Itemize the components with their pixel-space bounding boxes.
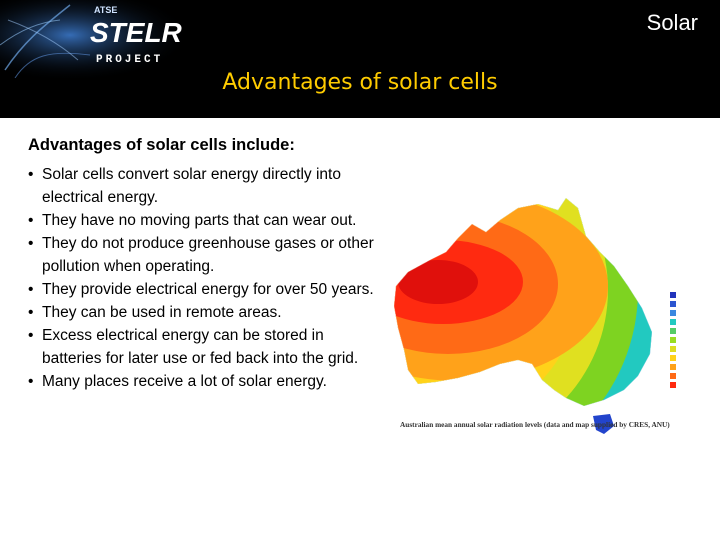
bullet-marker: •: [28, 304, 34, 321]
page-title: Advantages of solar cells: [222, 70, 498, 95]
list-item-text: They have no moving parts that can wear …: [42, 212, 357, 229]
list-item: • They have no moving parts that can wear…: [26, 209, 386, 232]
slide-header: ATSE STELR PROJECT Solar Advantages of s…: [0, 0, 720, 118]
legend-swatch: [670, 346, 676, 352]
logo-main-text: STELR: [90, 17, 183, 48]
list-item: • They do not produce greenhouse gases or…: [26, 232, 386, 278]
list-item: • Excess electrical energy can be stored …: [26, 324, 386, 370]
bullet-marker: •: [28, 212, 34, 229]
bullet-marker: •: [28, 373, 34, 390]
logo-small-text: ATSE: [94, 5, 117, 15]
legend-swatch: [670, 310, 676, 316]
tasmania: [593, 414, 614, 434]
topic-label: Solar: [646, 10, 698, 35]
list-item-text: They can be used in remote areas.: [42, 304, 282, 321]
list-item: • Solar cells convert solar energy direct…: [26, 163, 386, 209]
stelr-logo: ATSE STELR PROJECT: [0, 0, 200, 78]
map-legend: [670, 292, 676, 388]
list-item-text: Many places receive a lot of solar energ…: [42, 373, 327, 390]
legend-swatch: [670, 373, 676, 379]
bullet-marker: •: [28, 235, 34, 252]
bullet-marker: •: [28, 166, 34, 183]
legend-swatch: [670, 301, 676, 307]
list-item-text: Solar cells convert solar energy directl…: [42, 166, 341, 206]
map-zone: [398, 260, 478, 304]
list-item-text: Excess electrical energy can be stored i…: [42, 327, 359, 367]
map-outline: [393, 197, 653, 407]
legend-swatch: [670, 355, 676, 361]
list-item: • They can be used in remote areas.: [26, 301, 386, 324]
legend-swatch: [670, 292, 676, 298]
australia-solar-map: [393, 197, 653, 434]
legend-swatch: [670, 337, 676, 343]
bullet-marker: •: [28, 281, 34, 298]
advantages-list: • Solar cells convert solar energy direct…: [26, 163, 386, 393]
bullet-marker: •: [28, 327, 34, 344]
map-caption: Australian mean annual solar radiation l…: [400, 420, 670, 429]
legend-swatch: [670, 382, 676, 388]
logo-sub-text: PROJECT: [96, 54, 163, 66]
legend-swatch: [670, 328, 676, 334]
intro-heading: Advantages of solar cells include:: [28, 136, 295, 154]
legend-swatch: [670, 364, 676, 370]
list-item: • Many places receive a lot of solar ener…: [26, 370, 386, 393]
legend-swatch: [670, 319, 676, 325]
list-item-text: They do not produce greenhouse gases or …: [42, 235, 374, 275]
list-item: • They provide electrical energy for over…: [26, 278, 386, 301]
list-item-text: They provide electrical energy for over …: [42, 281, 374, 298]
